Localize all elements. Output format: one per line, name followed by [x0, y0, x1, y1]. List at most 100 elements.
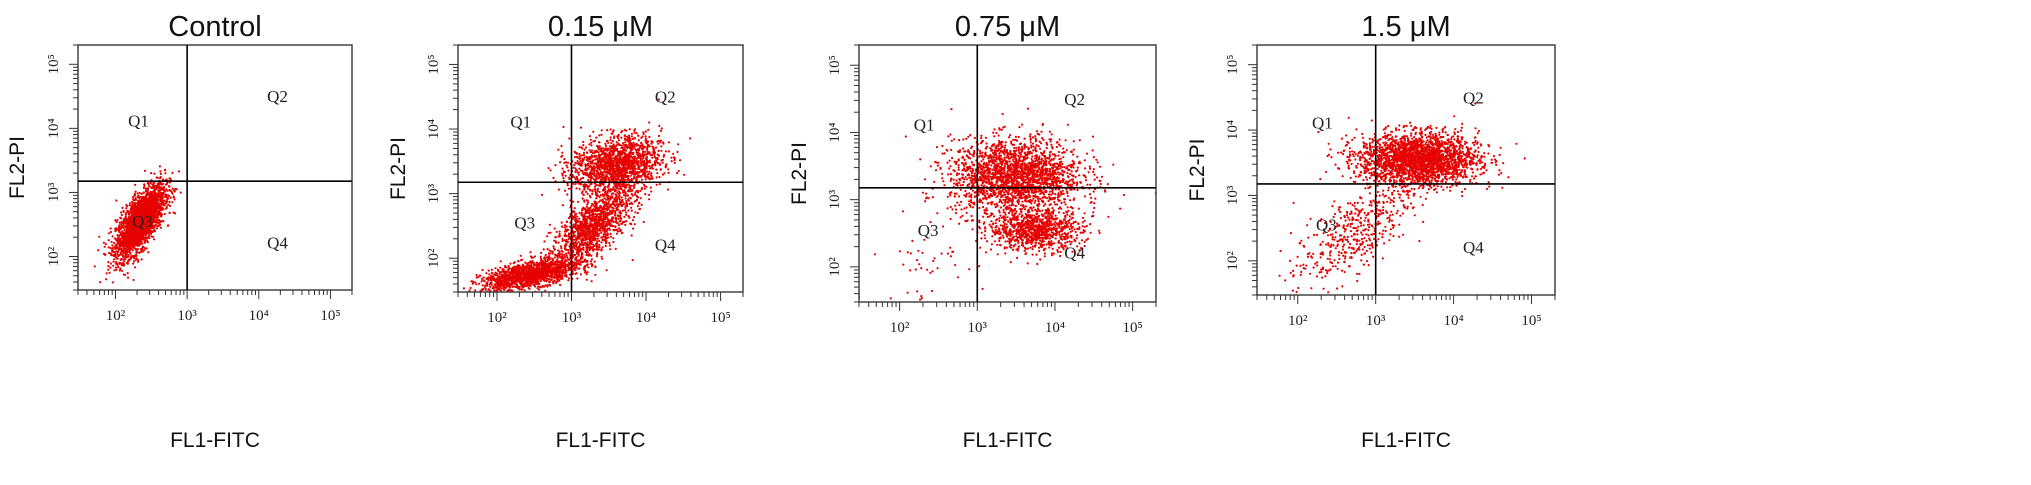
event-point — [584, 269, 587, 272]
event-point — [619, 219, 622, 222]
event-point — [159, 208, 162, 211]
event-point — [140, 212, 144, 215]
event-point — [153, 238, 156, 241]
event-point — [107, 265, 110, 268]
event-point — [157, 218, 160, 222]
event-point — [554, 261, 557, 264]
event-point — [142, 198, 145, 201]
event-point — [555, 230, 558, 233]
event-point — [161, 188, 164, 191]
event-point — [129, 225, 132, 228]
event-point — [133, 260, 136, 263]
event-point — [490, 274, 493, 278]
event-point — [131, 222, 134, 225]
event-point — [498, 271, 501, 275]
event-point — [120, 253, 123, 256]
event-point — [512, 262, 515, 265]
event-point — [513, 285, 517, 288]
event-point — [568, 273, 572, 276]
event-point — [527, 286, 530, 289]
event-point — [115, 266, 118, 269]
event-point — [609, 248, 612, 251]
event-point — [134, 205, 137, 208]
event-point — [158, 213, 161, 216]
event-point — [585, 218, 588, 221]
event-point — [549, 284, 552, 287]
event-point — [545, 267, 548, 270]
event-point — [596, 237, 600, 240]
event-point — [574, 212, 577, 215]
event-point — [533, 255, 537, 258]
event-point — [148, 214, 151, 217]
event-point — [171, 171, 174, 174]
event-point — [527, 273, 530, 276]
event-point — [139, 243, 142, 246]
event-point — [136, 231, 140, 234]
event-point — [171, 201, 174, 204]
event-point — [116, 253, 119, 256]
event-point — [144, 196, 147, 199]
event-point — [168, 200, 171, 203]
event-point — [532, 275, 535, 278]
event-point — [545, 279, 548, 282]
event-point — [509, 262, 512, 265]
event-point — [140, 235, 143, 238]
event-point — [139, 231, 142, 234]
event-point — [169, 178, 172, 181]
event-point — [509, 283, 512, 286]
event-point — [558, 232, 561, 236]
event-point — [538, 282, 541, 286]
event-point — [539, 279, 542, 282]
event-point — [498, 288, 501, 291]
event-point — [146, 224, 149, 227]
event-point — [553, 256, 557, 259]
event-point — [548, 223, 552, 226]
event-point — [504, 271, 507, 274]
event-point — [488, 273, 491, 276]
event-point — [148, 184, 151, 188]
event-point — [107, 239, 110, 242]
event-point — [113, 269, 116, 272]
event-point — [140, 200, 143, 203]
event-point — [544, 272, 548, 275]
event-point — [540, 263, 544, 266]
event-point — [165, 196, 168, 199]
event-point — [485, 272, 488, 275]
event-point — [152, 217, 155, 220]
event-point — [124, 231, 127, 234]
event-point — [507, 264, 510, 268]
event-point — [528, 276, 532, 279]
event-point — [507, 266, 510, 269]
event-point — [544, 260, 547, 263]
event-point — [158, 195, 161, 198]
event-point — [503, 293, 505, 295]
event-point — [141, 228, 144, 231]
event-point — [480, 280, 483, 283]
event-point — [159, 220, 163, 223]
event-point — [542, 278, 546, 281]
event-point — [540, 251, 543, 254]
event-point — [157, 185, 160, 188]
event-point — [586, 222, 589, 225]
event-point — [157, 206, 160, 209]
event-point — [155, 207, 158, 210]
event-point — [141, 245, 144, 248]
event-point — [547, 268, 550, 271]
event-point — [482, 279, 485, 282]
event-point — [145, 198, 148, 201]
event-point — [132, 206, 135, 209]
event-point — [127, 248, 130, 251]
event-point — [529, 281, 532, 284]
event-point — [112, 264, 115, 267]
event-point — [173, 198, 176, 201]
event-point — [121, 225, 124, 228]
event-point — [590, 254, 593, 257]
event-point — [154, 224, 157, 227]
event-point — [478, 282, 481, 285]
event-point — [565, 271, 568, 274]
event-point — [158, 165, 161, 168]
event-point — [625, 213, 628, 216]
event-point — [135, 250, 138, 253]
event-point — [121, 206, 124, 209]
